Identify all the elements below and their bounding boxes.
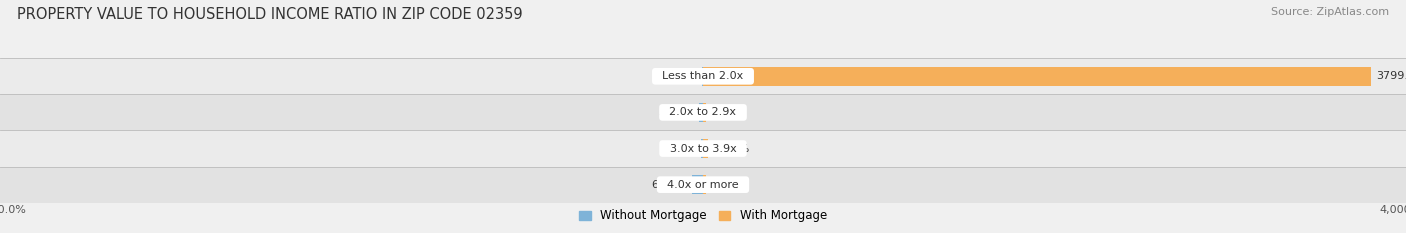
Text: 3799.9%: 3799.9% [1376,71,1406,81]
Bar [703,139,709,158]
Text: 16.5%: 16.5% [711,107,747,117]
Text: 3.8%: 3.8% [668,71,697,81]
Bar [699,103,703,122]
Text: 18.6%: 18.6% [711,180,747,190]
Text: 2.0x to 2.9x: 2.0x to 2.9x [662,107,744,117]
Bar [692,175,703,194]
Text: 62.3%: 62.3% [651,180,686,190]
Text: 3.0x to 3.9x: 3.0x to 3.9x [662,144,744,154]
Text: Source: ZipAtlas.com: Source: ZipAtlas.com [1271,7,1389,17]
Bar [0,130,1406,167]
Bar [703,175,706,194]
Bar [0,167,1406,203]
Legend: Without Mortgage, With Mortgage: Without Mortgage, With Mortgage [574,205,832,227]
Bar [700,139,703,158]
Bar [703,67,1371,86]
Text: 20.8%: 20.8% [658,107,693,117]
Bar [703,103,706,122]
Bar [0,94,1406,130]
Bar [0,58,1406,94]
Text: 4.0x or more: 4.0x or more [661,180,745,190]
Text: 13.1%: 13.1% [659,144,695,154]
Text: PROPERTY VALUE TO HOUSEHOLD INCOME RATIO IN ZIP CODE 02359: PROPERTY VALUE TO HOUSEHOLD INCOME RATIO… [17,7,523,22]
Text: 31.1%: 31.1% [714,144,749,154]
Text: Less than 2.0x: Less than 2.0x [655,71,751,81]
